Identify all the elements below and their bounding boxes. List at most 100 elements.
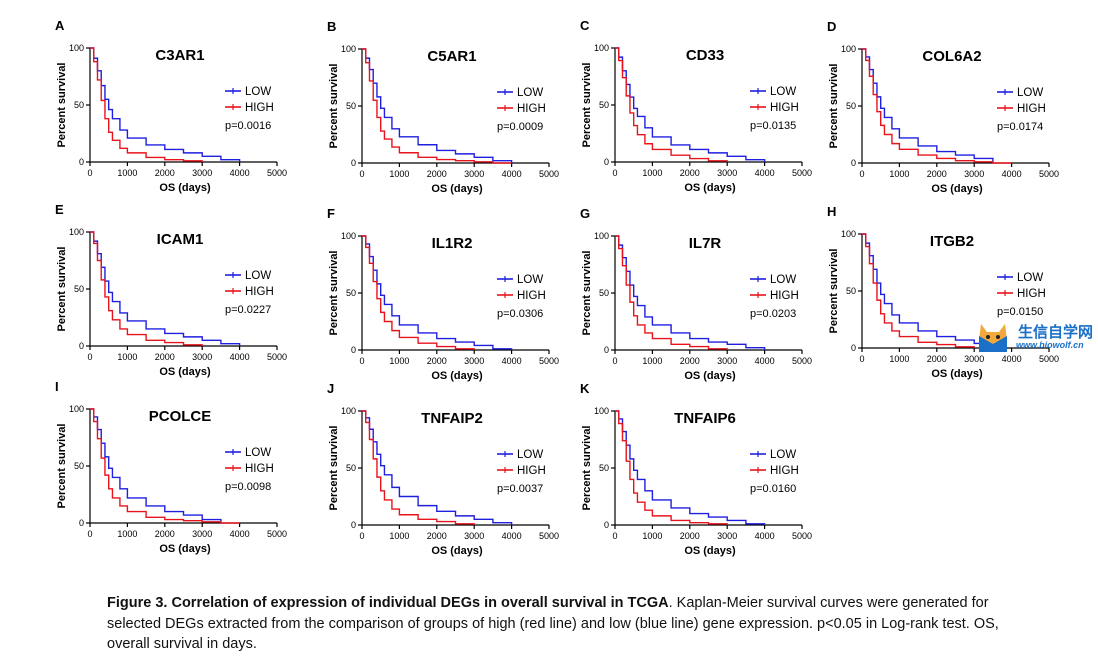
legend-label-high: HIGH [245,463,274,475]
panel-title: IL7R [689,235,722,252]
panel-title: TNFAIP2 [421,410,483,427]
x-tick-label: 3000 [464,356,484,366]
p-value-label: p=0.0150 [997,306,1043,318]
x-tick-label: 4000 [1002,354,1022,364]
y-axis-label: Percent survival [828,64,840,149]
legend-label-low: LOW [245,270,271,282]
figure-caption: Figure 3. Correlation of expression of i… [107,595,999,652]
survival-curve-low [90,231,241,346]
y-tick-label: 50 [599,288,609,298]
x-axis-label: OS (days) [159,182,211,194]
panel-title: C5AR1 [427,48,476,65]
p-value-label: p=0.0009 [497,121,543,133]
x-tick-label: 1000 [389,531,409,541]
x-axis-label: OS (days) [431,183,483,195]
x-tick-label: 0 [612,531,617,541]
y-axis-label: Percent survival [56,63,68,148]
panel-letter: G [580,206,590,221]
survival-curve-low [362,235,513,350]
panel-letter: B [327,19,336,34]
km-panel-d: D COL6A2 0 1000 2000 3000 4000 5000 0 50 100 OS (da… [827,19,1059,195]
survival-curve-high [362,410,475,525]
p-value-label: p=0.0135 [750,120,796,132]
y-axis-label: Percent survival [328,251,340,336]
y-tick-label: 50 [846,101,856,111]
x-tick-label: 0 [859,354,864,364]
y-tick-label: 0 [79,341,84,351]
legend-label-low: LOW [770,86,796,98]
x-tick-label: 0 [359,531,364,541]
panel-title: TNFAIP6 [674,410,736,427]
legend-label-low: LOW [770,449,796,461]
x-tick-label: 2000 [680,356,700,366]
p-value-label: p=0.0306 [497,308,543,320]
survival-curve-low [615,47,766,162]
x-tick-label: 3000 [192,352,212,362]
x-tick-label: 2000 [155,168,175,178]
y-tick-label: 0 [351,345,356,355]
x-tick-label: 2000 [680,531,700,541]
x-axis-label: OS (days) [159,366,211,378]
survival-curve-high [862,233,975,348]
y-tick-label: 0 [351,158,356,168]
survival-curve-low [362,410,513,525]
x-tick-label: 5000 [267,529,287,539]
y-tick-label: 50 [346,288,356,298]
legend-label-low: LOW [245,447,271,459]
legend-label-high: HIGH [517,465,546,477]
y-tick-label: 50 [346,101,356,111]
x-tick-label: 5000 [1039,169,1059,179]
y-axis-label: Percent survival [56,424,68,509]
y-tick-label: 100 [341,231,356,241]
y-tick-label: 0 [604,345,609,355]
legend-label-high: HIGH [770,465,799,477]
x-tick-label: 2000 [427,169,447,179]
legend-label-high: HIGH [245,102,274,114]
survival-curve-high [862,48,1012,164]
x-tick-label: 3000 [192,168,212,178]
survival-curve-low [615,410,766,525]
y-tick-label: 50 [346,463,356,473]
y-tick-label: 0 [351,520,356,530]
km-panel-b: B C5AR1 0 1000 2000 3000 4000 5000 0 50 100 OS (day… [327,19,559,195]
x-tick-label: 4000 [1002,169,1022,179]
km-panel-j: J TNFAIP2 0 1000 2000 3000 4000 5000 0 50 100 OS (d… [327,381,559,557]
y-axis-label: Percent survival [828,249,840,334]
x-tick-label: 1000 [642,356,662,366]
legend-label-high: HIGH [517,290,546,302]
p-value-label: p=0.0203 [750,308,796,320]
x-tick-label: 5000 [792,531,812,541]
x-tick-label: 4000 [230,352,250,362]
survival-curve-high [615,47,728,162]
survival-curve-low [90,47,241,162]
x-tick-label: 0 [87,529,92,539]
p-value-label: p=0.0016 [225,120,271,132]
y-tick-label: 100 [841,44,856,54]
y-tick-label: 100 [594,43,609,53]
x-tick-label: 0 [612,168,617,178]
x-tick-label: 4000 [230,168,250,178]
y-tick-label: 50 [74,100,84,110]
y-tick-label: 0 [79,518,84,528]
km-panel-f: F IL1R2 0 1000 2000 3000 4000 5000 0 50 100 OS (day… [327,206,559,382]
x-tick-label: 1000 [642,531,662,541]
x-tick-label: 2000 [927,169,947,179]
y-axis-label: Percent survival [328,64,340,149]
panel-title: PCOLCE [149,408,212,425]
caption-body: Kaplan-Meier survival curves were genera… [107,595,999,652]
panel-title: ITGB2 [930,233,974,250]
y-tick-label: 50 [74,461,84,471]
survival-curve-high [90,408,240,524]
y-tick-label: 100 [69,43,84,53]
y-tick-label: 0 [604,520,609,530]
x-axis-label: OS (days) [684,182,736,194]
panel-title: COL6A2 [922,48,981,65]
y-tick-label: 0 [851,343,856,353]
x-tick-label: 5000 [539,531,559,541]
y-axis-label: Percent survival [56,247,68,332]
p-value-label: p=0.0098 [225,481,271,493]
panel-letter: C [580,18,590,33]
x-tick-label: 4000 [755,168,775,178]
x-tick-label: 5000 [267,352,287,362]
x-tick-label: 5000 [792,168,812,178]
